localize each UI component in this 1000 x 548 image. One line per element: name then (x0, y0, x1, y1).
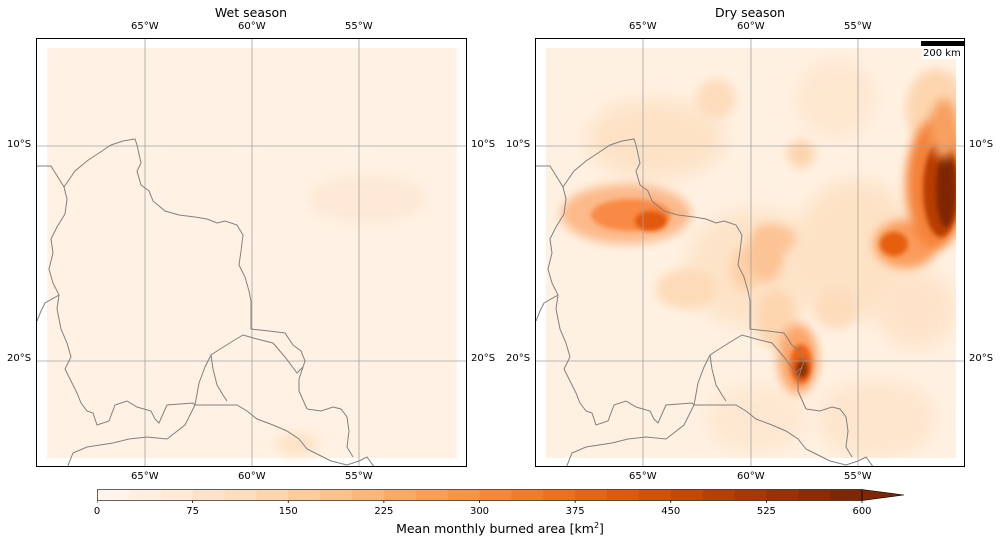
burned-area-patch (796, 59, 876, 139)
colorbar-tick-label: 300 (469, 506, 490, 517)
lon-label-bottom: 60°W (737, 471, 765, 482)
lon-label-bottom: 55°W (345, 471, 373, 482)
burned-area-patch (696, 79, 736, 119)
colorbar (96, 488, 907, 503)
colorbar-segment (798, 489, 831, 501)
colorbar-segment (160, 489, 194, 501)
colorbar-extend-arrow (861, 489, 905, 501)
lat-label-right: 20°S (969, 353, 994, 364)
burned-area-patch (656, 269, 716, 309)
colorbar-segment (192, 489, 226, 501)
colorbar-tick-label: 375 (565, 506, 585, 517)
colorbar-svg (96, 489, 905, 503)
burned-area-hotspot (936, 151, 956, 227)
lat-label-left: 10°S (506, 139, 531, 150)
burned-area-hotspot (635, 211, 667, 231)
burned-area-patch (816, 379, 936, 458)
colorbar-segment (320, 489, 353, 501)
burned-area-hotspot (796, 360, 808, 378)
colorbar-tick-label: 600 (852, 506, 872, 517)
country-borders (536, 138, 874, 466)
colorbar-segment (383, 489, 417, 501)
lon-label-bottom: 55°W (844, 471, 872, 482)
panel-title-wet: Wet season (214, 5, 288, 20)
burned-area-hotspot (307, 174, 427, 224)
lat-label-right: 10°S (969, 139, 994, 150)
colorbar-label-suffix: ] (599, 521, 604, 537)
colorbar-tick-label: 225 (374, 506, 394, 517)
colorbar-tick-label: 525 (756, 506, 776, 517)
colorbar-segment (224, 489, 257, 501)
map-dry-season[interactable]: 200 km (535, 38, 965, 467)
lon-label-top: 60°W (238, 21, 266, 32)
lon-label-top: 65°W (629, 21, 657, 32)
lat-label-right: 10°S (471, 139, 496, 150)
colorbar-segment (128, 489, 162, 501)
colorbar-segment (352, 489, 385, 501)
lon-label-bottom: 60°W (238, 471, 266, 482)
colorbar-label: Mean monthly burned area [km2] (300, 521, 700, 536)
colorbar-segment (734, 489, 767, 501)
colorbar-segment (830, 489, 863, 501)
burned-area-hotspot (880, 232, 908, 256)
scale-bar (921, 41, 964, 46)
burned-area-hotspot (275, 432, 319, 456)
map-wet-svg (37, 39, 466, 466)
burned-area-hotspot (748, 226, 784, 282)
colorbar-segment (97, 489, 130, 501)
colorbar-segment (638, 489, 672, 501)
lat-label-left: 10°S (7, 139, 32, 150)
colorbar-label-prefix: Mean monthly burned area [km (396, 521, 594, 537)
panel-title-dry: Dry season (714, 5, 786, 20)
country-borders (37, 138, 375, 466)
lon-label-bottom: 65°W (131, 471, 159, 482)
burned-area-patch (876, 269, 956, 349)
burned-area-patch (814, 289, 858, 329)
lat-label-right: 20°S (471, 353, 496, 364)
colorbar-segment (543, 489, 576, 501)
colorbar-segment (479, 489, 512, 501)
colorbar-segment (702, 489, 736, 501)
scale-bar-label: 200 km (922, 48, 962, 59)
colorbar-segment (511, 489, 544, 501)
colorbar-segment (415, 489, 449, 501)
lat-label-left: 20°S (7, 353, 32, 364)
colorbar-segment (256, 489, 289, 501)
lat-label-left: 20°S (506, 353, 531, 364)
colorbar-tick-label: 150 (278, 506, 298, 517)
colorbar-segment (575, 489, 608, 501)
colorbar-segment (670, 489, 704, 501)
colorbar-tick-label: 0 (93, 506, 101, 517)
lon-label-bottom: 65°W (629, 471, 657, 482)
burned-area-patch (586, 99, 726, 179)
burned-area-patch (787, 140, 815, 168)
colorbar-segment (766, 489, 799, 501)
colorbar-tick-label: 75 (186, 506, 199, 517)
colorbar-segment (607, 489, 640, 501)
burned-area-hotspot (930, 99, 956, 159)
map-wet-season[interactable] (36, 38, 467, 467)
colorbar-segment (447, 489, 481, 501)
colorbar-tick-label: 450 (661, 506, 681, 517)
lon-label-top: 65°W (131, 21, 159, 32)
lon-label-top: 55°W (345, 21, 373, 32)
lon-label-top: 60°W (737, 21, 765, 32)
colorbar-label-sup: 2 (593, 521, 600, 530)
map-dry-svg (536, 39, 964, 466)
lon-label-top: 55°W (844, 21, 872, 32)
colorbar-segment (288, 489, 321, 501)
